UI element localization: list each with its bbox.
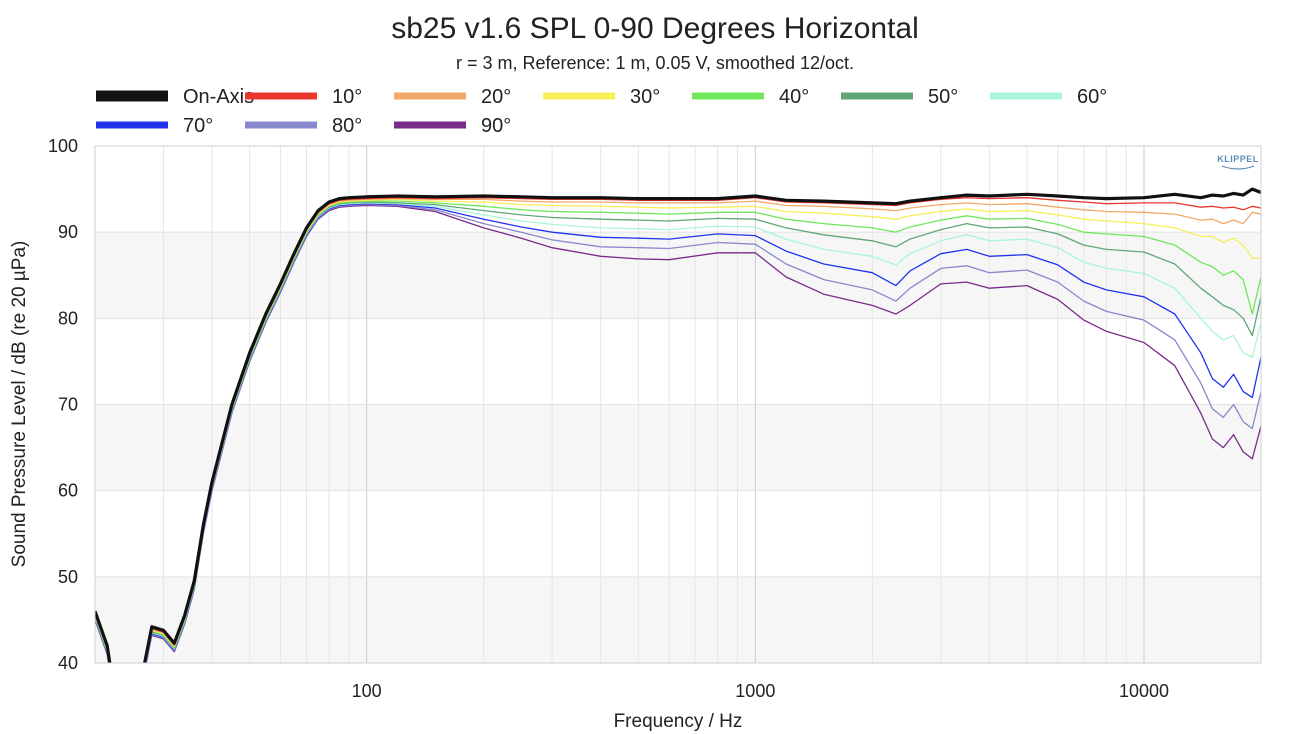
legend-item: 50°	[841, 86, 958, 108]
y-tick-label: 60	[58, 481, 78, 501]
legend-label: 60°	[1077, 86, 1107, 108]
series-layer	[95, 187, 1261, 663]
legend-item: 90°	[394, 115, 511, 137]
chart-subtitle: r = 3 m, Reference: 1 m, 0.05 V, smoothe…	[456, 53, 854, 73]
x-tick-label: 1000	[735, 681, 775, 701]
legend-item: 80°	[245, 115, 362, 137]
y-tick-label: 100	[48, 136, 78, 156]
y-axis-label: Sound Pressure Level / dB (re 20 µPa)	[9, 241, 30, 568]
legend-item: 20°	[394, 86, 511, 108]
legend-item: 40°	[692, 86, 809, 108]
legend-label: 30°	[630, 86, 660, 108]
y-axis-ticks: 40 50 60 70 80 90 100	[48, 136, 78, 673]
plot-band	[95, 146, 1261, 233]
klippel-logo: KLIPPEL	[1217, 154, 1259, 170]
legend-label: 40°	[779, 86, 809, 108]
x-axis-label: Frequency / Hz	[614, 711, 743, 732]
legend-item: 60°	[990, 86, 1107, 108]
x-tick-label: 100	[352, 681, 382, 701]
legend-label: 10°	[332, 86, 362, 108]
y-tick-label: 80	[58, 308, 78, 328]
series-line	[95, 187, 1261, 663]
plot-band	[95, 318, 1261, 405]
y-tick-label: 40	[58, 653, 78, 673]
plot-background	[95, 146, 1261, 663]
legend-label: 90°	[481, 115, 511, 137]
legend-item: 30°	[543, 86, 660, 108]
x-axis-ticks: 100 1000 10000	[352, 681, 1169, 701]
plot-band	[95, 576, 1261, 663]
legend-item: 70°	[96, 115, 213, 137]
legend-label: 20°	[481, 86, 511, 108]
plot-band	[95, 490, 1261, 577]
legend-label: 70°	[183, 115, 213, 137]
logo-swoosh	[1221, 165, 1255, 170]
legend-item: On-Axis	[96, 86, 254, 108]
y-tick-label: 90	[58, 222, 78, 242]
x-tick-label: 10000	[1119, 681, 1169, 701]
plot-band	[95, 404, 1261, 491]
chart-title: sb25 v1.6 SPL 0-90 Degrees Horizontal	[391, 12, 919, 45]
legend-label: 50°	[928, 86, 958, 108]
watermark-text: KLIPPEL	[1217, 154, 1259, 164]
legend-label: 80°	[332, 115, 362, 137]
plot-frame	[94, 145, 1262, 664]
legend-label: On-Axis	[183, 86, 254, 108]
plot-band	[95, 232, 1261, 319]
legend-item: 10°	[245, 86, 362, 108]
legend: On-Axis 10° 20° 30° 40° 50° 60° 70° 80° 90°	[96, 86, 1107, 137]
y-tick-label: 70	[58, 395, 78, 415]
y-tick-label: 50	[58, 567, 78, 587]
